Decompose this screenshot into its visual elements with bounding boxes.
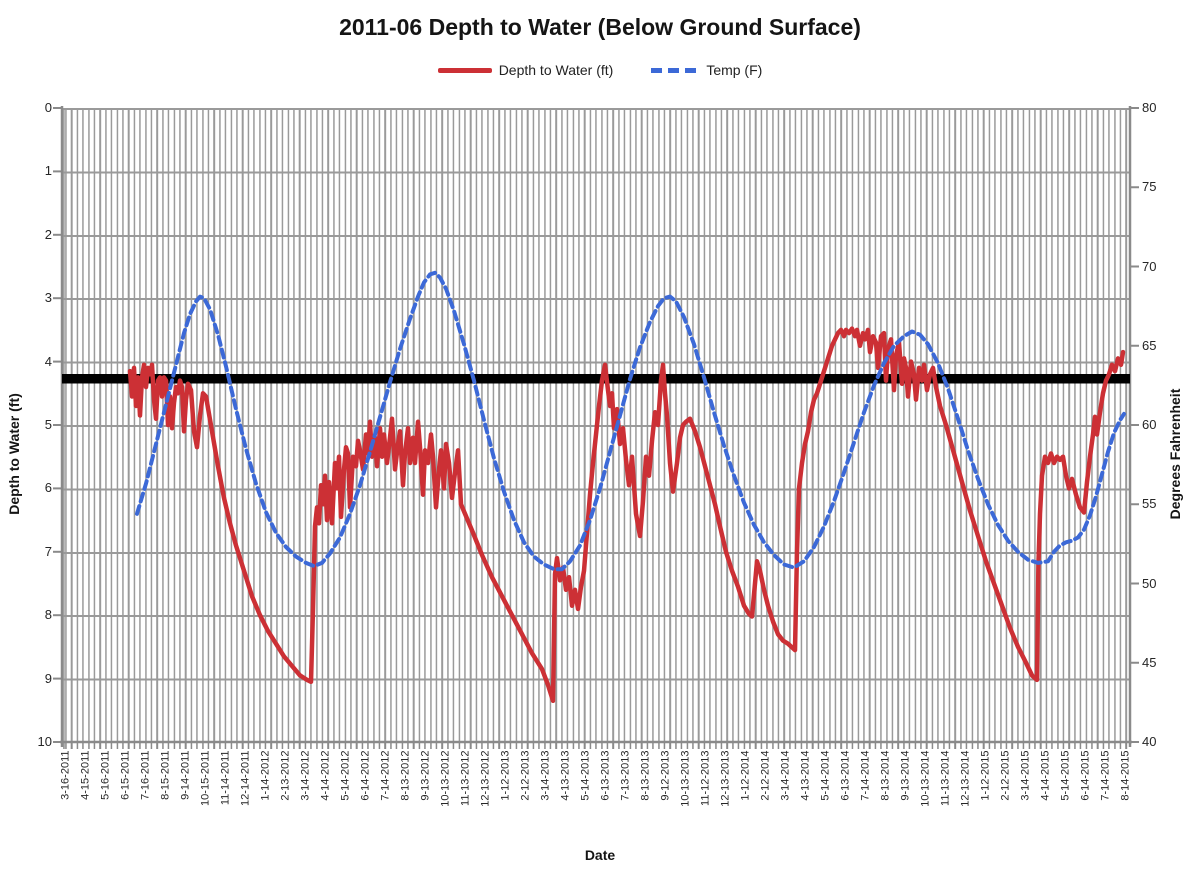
x-tick-label: 5-14-2012	[339, 750, 352, 801]
x-tick-label: 1-12-2014	[739, 750, 752, 801]
x-tick-label: 10-13-2014	[919, 750, 932, 807]
x-tick-label: 6-13-2013	[599, 750, 612, 801]
y-left-tick-label: 2	[44, 226, 52, 242]
x-tick-label: 12-13-2013	[719, 750, 732, 807]
x-tick-label: 7-14-2012	[379, 750, 392, 801]
x-tick-label: 7-14-2015	[1099, 750, 1112, 801]
x-tick-label: 2-13-2012	[279, 750, 292, 801]
y-right-tick-label: 50	[1142, 575, 1157, 591]
x-tick-label: 8-15-2011	[159, 750, 172, 800]
x-tick-label: 6-14-2012	[359, 750, 372, 801]
x-tick-label: 6-13-2014	[839, 750, 852, 801]
legend-label-temp: Temp (F)	[706, 62, 763, 78]
y-right-tick-label: 45	[1142, 654, 1157, 670]
y-left-tick-label: 1	[44, 163, 52, 179]
x-tick-label: 1-12-2013	[499, 750, 512, 801]
x-tick-label: 3-14-2015	[1019, 750, 1032, 801]
legend-label-depth: Depth to Water (ft)	[498, 62, 614, 78]
y-left-tick-label: 9	[44, 670, 52, 686]
x-tick-label: 1-14-2012	[259, 750, 272, 801]
x-tick-label: 12-13-2012	[479, 750, 492, 807]
legend-item-depth: Depth to Water (ft)	[437, 62, 614, 78]
temp-line-swatch	[651, 67, 700, 73]
y-left-tick-label: 6	[44, 480, 52, 496]
plot-area	[62, 108, 1130, 742]
y-right-tick-label: 60	[1142, 417, 1157, 432]
x-tick-label: 2-12-2013	[519, 750, 532, 801]
x-tick-label: 5-16-2011	[99, 750, 112, 800]
x-tick-label: 6-15-2011	[119, 750, 132, 800]
x-tick-label: 9-13-2012	[419, 750, 432, 801]
x-tick-label: 5-14-2013	[579, 750, 592, 801]
x-tick-label: 12-14-2011	[239, 750, 252, 806]
x-tick-label: 10-15-2011	[199, 750, 212, 806]
y-right-tick-label: 70	[1142, 258, 1157, 274]
x-tick-label: 11-12-2013	[699, 750, 712, 806]
legend: Depth to Water (ft) Temp (F)	[0, 62, 1200, 78]
y-axis-left-title: Depth to Water (ft)	[6, 393, 22, 515]
chart-title: 2011-06 Depth to Water (Below Ground Sur…	[339, 14, 861, 40]
y-left-tick-label: 7	[44, 543, 52, 559]
x-tick-label: 11-13-2014	[939, 750, 952, 806]
x-tick-label: 9-14-2011	[179, 750, 192, 800]
x-tick-label: 5-14-2014	[819, 750, 832, 801]
y-left-tick-label: 5	[44, 417, 52, 432]
y-right-tick-label: 40	[1142, 734, 1157, 749]
x-tick-label: 2-12-2014	[759, 750, 772, 801]
x-tick-label: 10-13-2012	[439, 750, 452, 807]
y-left-tick-label: 3	[44, 290, 52, 306]
x-tick-label: 4-14-2015	[1039, 750, 1052, 801]
x-axis-title: Date	[584, 847, 616, 863]
x-tick-label: 8-13-2014	[879, 750, 892, 801]
x-tick-label: 8-13-2013	[639, 750, 652, 801]
x-tick-label: 11-13-2012	[459, 750, 472, 806]
x-tick-label: 9-12-2013	[659, 750, 672, 801]
y-left-tick-label: 0	[44, 100, 52, 115]
x-tick-label: 4-14-2012	[319, 750, 332, 801]
y-right-tick-label: 55	[1142, 496, 1157, 512]
y-right-tick-label: 65	[1142, 337, 1157, 353]
x-tick-label: 7-16-2011	[139, 750, 152, 800]
depth-line-swatch	[437, 67, 492, 73]
x-tick-label: 3-14-2013	[539, 750, 552, 801]
x-tick-label: 3-16-2011	[59, 750, 72, 800]
x-tick-label: 3-14-2014	[779, 750, 792, 801]
y-left-tick-label: 8	[44, 607, 52, 623]
x-tick-label: 1-12-2015	[979, 750, 992, 801]
x-tick-label: 2-12-2015	[999, 750, 1012, 801]
x-tick-label: 9-13-2014	[899, 750, 912, 801]
x-tick-label: 3-14-2012	[299, 750, 312, 801]
legend-item-temp: Temp (F)	[651, 62, 762, 78]
x-tick-label: 6-14-2015	[1079, 750, 1092, 801]
x-tick-label: 4-13-2013	[559, 750, 572, 801]
y-right-tick-label: 80	[1142, 100, 1157, 115]
x-tick-label: 12-13-2014	[959, 750, 972, 807]
x-tick-label: 4-15-2011	[79, 750, 92, 800]
x-tick-label: 4-13-2014	[799, 750, 812, 801]
x-tick-label: 11-14-2011	[219, 750, 232, 806]
x-tick-label: 7-13-2013	[619, 750, 632, 801]
y-left-tick-label: 4	[44, 353, 52, 369]
y-axis-right-title: Degrees Fahrenheit	[1167, 388, 1183, 520]
x-tick-label: 10-13-2013	[679, 750, 692, 807]
x-tick-label: 5-14-2015	[1059, 750, 1072, 801]
x-tick-label: 8-13-2012	[399, 750, 412, 801]
x-axis-minor-ticks	[62, 743, 1130, 749]
x-tick-label: 8-14-2015	[1119, 750, 1132, 801]
x-tick-label: 7-14-2014	[859, 750, 872, 801]
y-left-tick-label: 10	[37, 734, 52, 749]
y-right-tick-label: 75	[1142, 179, 1157, 195]
